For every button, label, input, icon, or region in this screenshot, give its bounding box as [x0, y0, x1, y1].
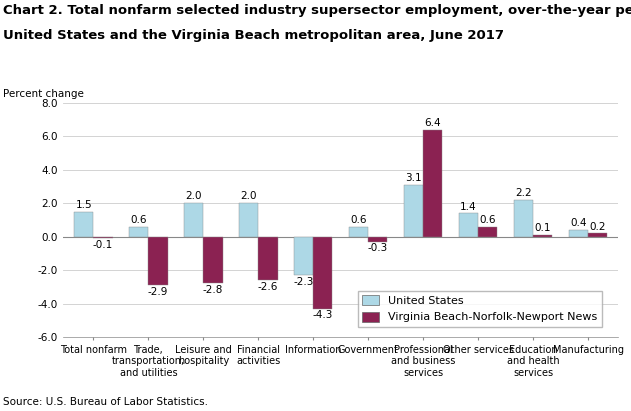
Bar [569, 230, 588, 237]
Text: 0.2: 0.2 [589, 222, 606, 232]
Bar [129, 226, 148, 237]
Bar [148, 237, 168, 285]
Bar [239, 203, 258, 237]
Bar [478, 226, 497, 237]
Text: 0.6: 0.6 [480, 215, 496, 225]
Text: -4.3: -4.3 [313, 310, 333, 320]
Bar [369, 237, 387, 242]
Bar [74, 212, 93, 237]
Text: 6.4: 6.4 [425, 118, 441, 128]
Bar [184, 203, 203, 237]
Bar [294, 237, 313, 275]
Text: -0.1: -0.1 [93, 240, 113, 250]
Bar [459, 213, 478, 237]
Bar [203, 237, 223, 284]
Text: -2.8: -2.8 [203, 285, 223, 295]
Bar [514, 200, 533, 237]
Text: -2.9: -2.9 [148, 287, 168, 297]
Text: 0.4: 0.4 [570, 218, 587, 228]
Bar [533, 235, 552, 237]
Bar [423, 129, 442, 237]
Text: United States and the Virginia Beach metropolitan area, June 2017: United States and the Virginia Beach met… [3, 29, 504, 42]
Text: Source: U.S. Bureau of Labor Statistics.: Source: U.S. Bureau of Labor Statistics. [3, 397, 208, 407]
Bar [404, 185, 423, 237]
Text: 1.5: 1.5 [75, 200, 92, 210]
Text: 2.0: 2.0 [186, 192, 202, 201]
Text: 0.6: 0.6 [350, 215, 367, 225]
Text: -2.3: -2.3 [293, 277, 314, 287]
Text: Chart 2. Total nonfarm selected industry supersector employment, over-the-year p: Chart 2. Total nonfarm selected industry… [3, 4, 631, 17]
Text: 0.1: 0.1 [534, 223, 551, 233]
Text: -2.6: -2.6 [257, 282, 278, 292]
Bar [313, 237, 333, 309]
Bar [258, 237, 278, 280]
Text: 1.4: 1.4 [460, 201, 477, 212]
Bar [588, 233, 608, 237]
Bar [93, 237, 112, 238]
Text: 0.6: 0.6 [131, 215, 147, 225]
Text: 2.0: 2.0 [240, 192, 257, 201]
Text: 2.2: 2.2 [516, 188, 532, 198]
Bar [349, 226, 369, 237]
Text: 3.1: 3.1 [405, 173, 422, 183]
Text: -0.3: -0.3 [368, 243, 388, 253]
Legend: United States, Virginia Beach-Norfolk-Newport News: United States, Virginia Beach-Norfolk-Ne… [358, 291, 602, 327]
Text: Percent change: Percent change [3, 89, 84, 99]
